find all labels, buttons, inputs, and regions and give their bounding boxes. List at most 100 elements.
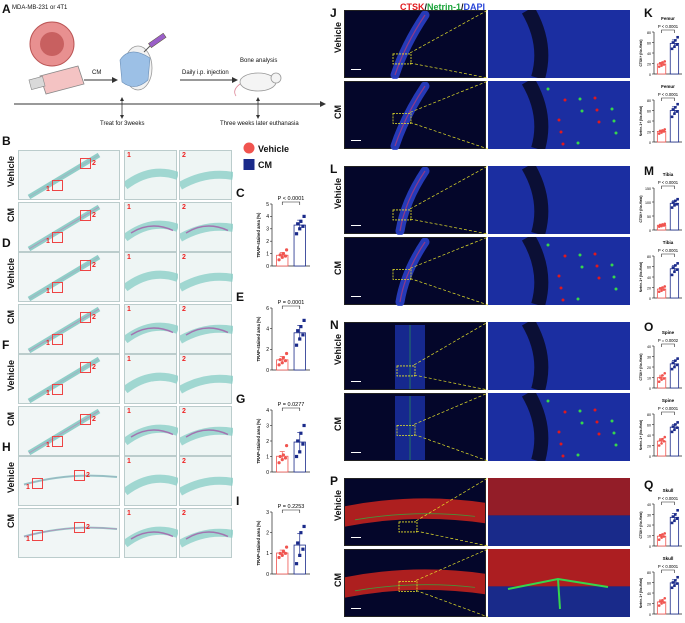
y-tick-label: 0 bbox=[266, 264, 269, 270]
cm-point bbox=[299, 219, 303, 223]
histology-image-d-cm bbox=[18, 304, 120, 354]
fluorescence-image-p-vehicle bbox=[344, 478, 486, 546]
cell-signal bbox=[597, 120, 601, 124]
vehicle-point bbox=[657, 538, 661, 541]
y-tick-label: 50 bbox=[647, 215, 651, 219]
vehicle-point bbox=[662, 440, 666, 443]
histology-image-b-cm bbox=[18, 202, 120, 252]
zoomed-tissue-drawing bbox=[122, 372, 180, 394]
vehicle-point bbox=[658, 223, 662, 227]
cm-point bbox=[676, 102, 679, 106]
y-tick-label: 0 bbox=[266, 572, 269, 578]
cell-signal bbox=[595, 264, 599, 268]
bar-chart-q2: 0 20 40 60 80 P < 0.0001 Netrin-1+ (No./field)… bbox=[639, 556, 682, 617]
y-axis-title: Netrin-1+ (No./field) bbox=[639, 578, 643, 609]
cm-point bbox=[676, 421, 679, 424]
scale-bar bbox=[351, 296, 361, 297]
y-tick-label: 0 bbox=[649, 387, 651, 391]
vehicle-point bbox=[283, 254, 288, 258]
cm-point bbox=[675, 426, 679, 429]
zoomed-histology-2 bbox=[178, 406, 234, 456]
bar-chart-m2: 0 20 40 60 80 P < 0.0001 Netrin-1+ (No./field)… bbox=[639, 240, 682, 301]
fluorescence-drawing bbox=[351, 325, 425, 389]
y-axis-title: CTSK+ (No./field) bbox=[639, 353, 643, 380]
cm-point bbox=[673, 112, 676, 115]
zoom-box-1 bbox=[52, 180, 63, 191]
cm-point bbox=[673, 199, 677, 203]
zoom-panel-tag: 1 bbox=[127, 408, 131, 415]
panel-label-o: O bbox=[644, 320, 654, 334]
chart-title: Spine bbox=[662, 398, 675, 403]
y-tick-label: 3 bbox=[266, 423, 269, 429]
vehicle-point bbox=[663, 222, 667, 226]
vehicle-point bbox=[663, 372, 667, 375]
vehicle-point bbox=[660, 378, 663, 381]
zoom-panel-tag: 1 bbox=[127, 152, 131, 159]
cm-point bbox=[675, 43, 679, 46]
cm-point bbox=[671, 425, 675, 428]
bone-section-drawing bbox=[27, 152, 101, 200]
zoom-box bbox=[392, 268, 412, 280]
zoomed-tissue-drawing bbox=[122, 424, 180, 446]
cell-signal bbox=[612, 275, 616, 279]
cm-point bbox=[673, 579, 677, 582]
cell-signal bbox=[576, 141, 580, 145]
cm-point bbox=[670, 430, 674, 434]
zoomed-tissue-drawing bbox=[178, 324, 234, 344]
cm-point bbox=[298, 450, 302, 454]
y-tick-label: 20 bbox=[647, 130, 651, 134]
zoomed-tissue-drawing bbox=[178, 170, 234, 190]
schematic-diagram bbox=[14, 21, 326, 119]
y-tick-label: 40 bbox=[647, 592, 651, 596]
vehicle-point bbox=[657, 380, 661, 383]
vehicle-point bbox=[662, 377, 666, 380]
vehicle-point bbox=[280, 458, 284, 462]
fluorescence-drawing bbox=[351, 166, 430, 236]
vehicle-point bbox=[661, 223, 664, 226]
cm-point bbox=[676, 197, 679, 201]
chart-title: Skull bbox=[663, 556, 674, 561]
zoomed-tissue-drawing bbox=[122, 220, 180, 242]
bar-chart-e: 0 2 4 6 P = 0.0001 TRAP-stained area (%) bbox=[256, 300, 310, 374]
vehicle-point bbox=[277, 555, 281, 560]
y-tick-label: 80 bbox=[647, 255, 651, 259]
y-tick-label: 6 bbox=[266, 306, 269, 312]
legend-cm-marker bbox=[243, 159, 255, 170]
cm-point bbox=[670, 206, 674, 209]
cell-signal bbox=[563, 410, 567, 414]
vehicle-point bbox=[663, 60, 667, 63]
zoom-guide-lines bbox=[413, 321, 489, 391]
row-label-cm: CM bbox=[333, 261, 343, 275]
legend-vehicle-label: Vehicle bbox=[258, 144, 290, 154]
cm-point bbox=[671, 361, 675, 365]
cm-bar bbox=[293, 224, 306, 267]
cm-point bbox=[676, 357, 679, 360]
y-tick-label: 10 bbox=[647, 376, 651, 380]
cell-signal bbox=[610, 263, 614, 267]
row-label-cm: CM bbox=[333, 417, 343, 431]
cm-point bbox=[294, 232, 299, 236]
y-tick-label: 3 bbox=[266, 510, 269, 516]
row-label-cm: CM bbox=[6, 208, 16, 222]
y-axis-title: CTSK+ (No./field) bbox=[639, 195, 643, 222]
cm-point bbox=[673, 106, 677, 109]
zoom-box-tag: 1 bbox=[46, 340, 50, 347]
zoom-box-tag: 1 bbox=[46, 390, 50, 397]
zoomed-fluorescence-n-vehicle bbox=[488, 318, 630, 392]
y-tick-label: 0 bbox=[649, 455, 651, 459]
vehicle-point bbox=[660, 602, 663, 605]
y-tick-label: 40 bbox=[647, 434, 651, 438]
y-tick-label: 4 bbox=[266, 408, 269, 414]
vehicle-point bbox=[284, 248, 289, 252]
cm-point bbox=[302, 423, 306, 428]
y-tick-label: 4 bbox=[266, 214, 269, 220]
cm-point bbox=[302, 524, 306, 529]
legend-cm-label: CM bbox=[258, 160, 272, 170]
fluorescence-image-l-vehicle bbox=[344, 166, 486, 236]
zoomed-fluorescence-l-cm bbox=[488, 233, 630, 307]
zoomed-tissue-drawing bbox=[122, 270, 180, 292]
zoom-panel-tag: 1 bbox=[127, 254, 131, 261]
cm-point bbox=[673, 584, 676, 587]
vehicle-point bbox=[284, 444, 289, 448]
zoomed-histology-1 bbox=[122, 252, 180, 302]
